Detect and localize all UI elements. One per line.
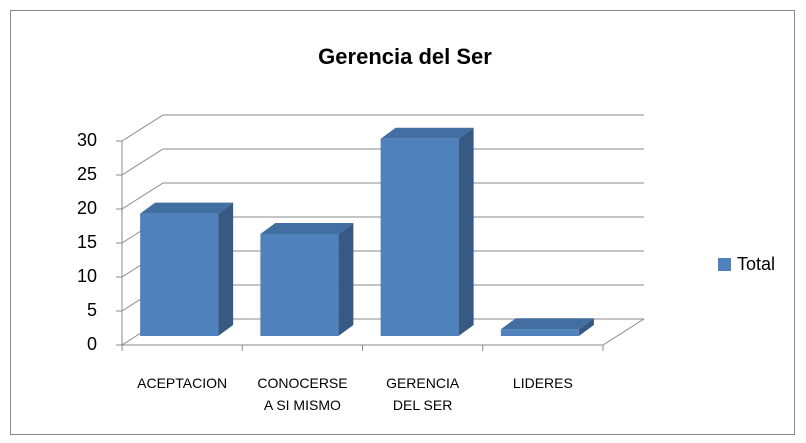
- bar-front: [260, 234, 339, 336]
- grid-line: [121, 148, 644, 176]
- bar-side: [218, 202, 234, 336]
- bar: [500, 318, 594, 336]
- bar-side: [458, 127, 474, 336]
- bar-top: [260, 223, 354, 234]
- bar-front: [380, 138, 459, 336]
- x-tick-label-box: CONOCERSE A SI MISMO: [257, 375, 348, 413]
- bar-top: [380, 127, 474, 139]
- legend-swatch: [718, 258, 731, 271]
- bar-front: [140, 213, 219, 336]
- y-tick-label: 25: [77, 164, 97, 184]
- chart-title: Gerencia del Ser: [318, 44, 492, 69]
- x-tick-label: ACEPTACION: [137, 375, 228, 391]
- y-tick-label: 20: [77, 198, 97, 218]
- bar: [380, 127, 474, 336]
- grid-line: [121, 114, 644, 142]
- y-tick-label: 30: [77, 130, 97, 150]
- bar-top: [140, 202, 234, 214]
- x-tick-label-box: ACEPTACION: [137, 375, 228, 391]
- y-tick-label: 15: [77, 232, 97, 252]
- y-tick-label: 0: [87, 334, 97, 354]
- bar-side: [338, 223, 354, 336]
- legend-label: Total: [737, 254, 775, 274]
- bar-top: [500, 318, 594, 330]
- bar-front: [500, 329, 579, 336]
- x-tick-label-box: LIDERES: [512, 375, 573, 391]
- bar-side: [578, 318, 594, 336]
- bar: [140, 202, 234, 336]
- x-tick-label: GERENCIA DEL SER: [386, 375, 460, 413]
- grid-line: [121, 182, 644, 210]
- x-tick-label-box: GERENCIA DEL SER: [386, 375, 460, 413]
- bar: [260, 223, 354, 336]
- y-tick-label: 5: [87, 300, 97, 320]
- x-tick-label: CONOCERSE A SI MISMO: [257, 375, 348, 413]
- x-tick-label: LIDERES: [512, 375, 573, 391]
- y-tick-label: 10: [77, 266, 97, 286]
